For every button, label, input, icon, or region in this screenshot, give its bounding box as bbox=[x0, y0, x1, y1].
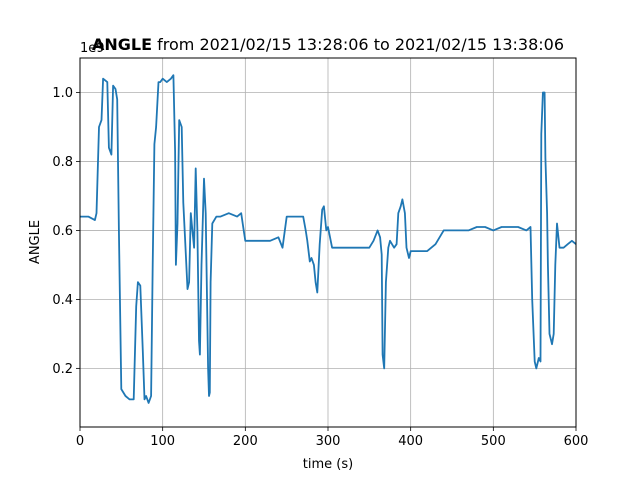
x-tick-label: 500 bbox=[481, 434, 506, 449]
chart-title: ANGLE from 2021/02/15 13:28:06 to 2021/0… bbox=[92, 35, 564, 54]
title-bold-part: ANGLE bbox=[92, 35, 152, 54]
x-tick-label: 600 bbox=[564, 434, 589, 449]
x-tick-label: 200 bbox=[233, 434, 258, 449]
x-tick-label: 300 bbox=[316, 434, 341, 449]
y-offset-label: 1e9 bbox=[80, 41, 105, 56]
x-tick-label: 100 bbox=[150, 434, 175, 449]
x-axis-label: time (s) bbox=[303, 457, 353, 472]
y-tick-label: 0.4 bbox=[52, 293, 73, 308]
x-tick-label: 400 bbox=[398, 434, 423, 449]
title-rest-part: from 2021/02/15 13:28:06 to 2021/02/15 1… bbox=[152, 35, 564, 54]
y-axis-label: ANGLE bbox=[28, 220, 43, 264]
y-tick-label: 0.2 bbox=[52, 362, 73, 377]
y-tick-label: 1.0 bbox=[52, 86, 73, 101]
y-axis-ticks: 0.2 0.4 0.6 0.8 1.0 bbox=[52, 86, 80, 377]
angle-series-line bbox=[80, 74, 577, 404]
x-axis-ticks: 0 100 200 300 400 500 600 bbox=[76, 427, 589, 449]
series-layer bbox=[80, 74, 577, 404]
y-tick-label: 0.6 bbox=[52, 224, 73, 239]
y-tick-label: 0.8 bbox=[52, 155, 73, 170]
x-tick-label: 0 bbox=[76, 434, 84, 449]
